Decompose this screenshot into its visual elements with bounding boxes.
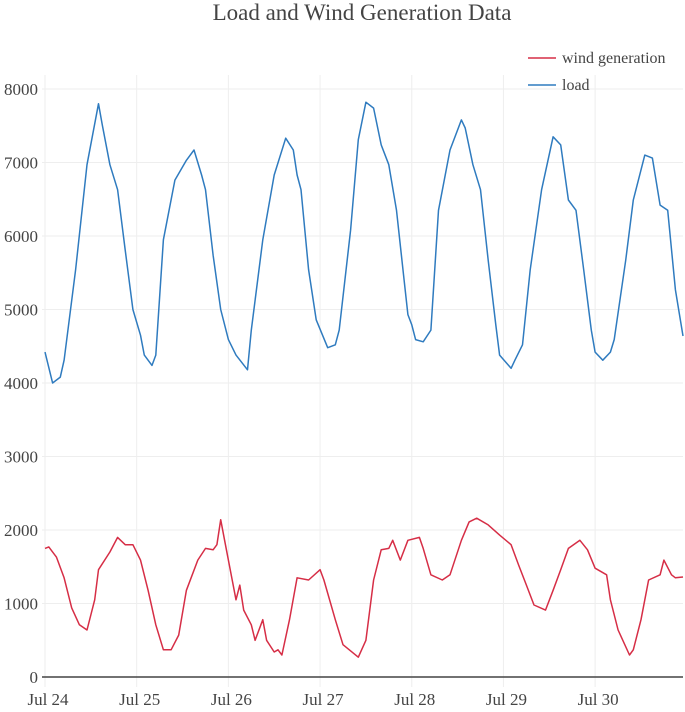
- y-tick-label: 1000: [4, 595, 38, 614]
- y-tick-label: 5000: [4, 301, 38, 320]
- y-tick-label: 7000: [4, 154, 38, 173]
- y-tick-label: 6000: [4, 227, 38, 246]
- x-tick-label: Jul 27: [303, 690, 345, 709]
- legend-item-load[interactable]: load: [528, 77, 590, 94]
- legend-label-wind-generation: wind generation: [562, 50, 666, 67]
- x-tick-label: Jul 30: [578, 690, 619, 709]
- x-tick-label: Jul 24: [27, 690, 69, 709]
- y-tick-label: 3000: [4, 448, 38, 467]
- y-axis-ticks: 0 1000 2000 3000 4000 5000 6000 7000 8000: [4, 80, 38, 687]
- y-tick-label: 8000: [4, 80, 38, 99]
- series-line-load: [44, 101, 684, 384]
- y-tick-label: 0: [30, 668, 39, 687]
- x-tick-label: Jul 25: [119, 690, 160, 709]
- y-tick-label: 2000: [4, 521, 38, 540]
- x-tick-label: Jul 29: [486, 690, 527, 709]
- legend[interactable]: wind generation load: [528, 50, 666, 94]
- series-line-wind-generation: [44, 517, 684, 658]
- x-axis-ticks: Jul 24 Jul 25 Jul 26 Jul 27 Jul 28 Jul 29 Jul …: [27, 690, 618, 709]
- x-tick-label: Jul 28: [394, 690, 435, 709]
- chart-title: Load and Wind Generation Data: [213, 0, 512, 25]
- gridlines: [42, 75, 683, 687]
- legend-item-wind-generation[interactable]: wind generation: [528, 50, 666, 67]
- y-tick-label: 4000: [4, 374, 38, 393]
- x-tick-label: Jul 26: [211, 690, 252, 709]
- legend-label-load: load: [562, 77, 590, 94]
- series-lines: [44, 101, 684, 658]
